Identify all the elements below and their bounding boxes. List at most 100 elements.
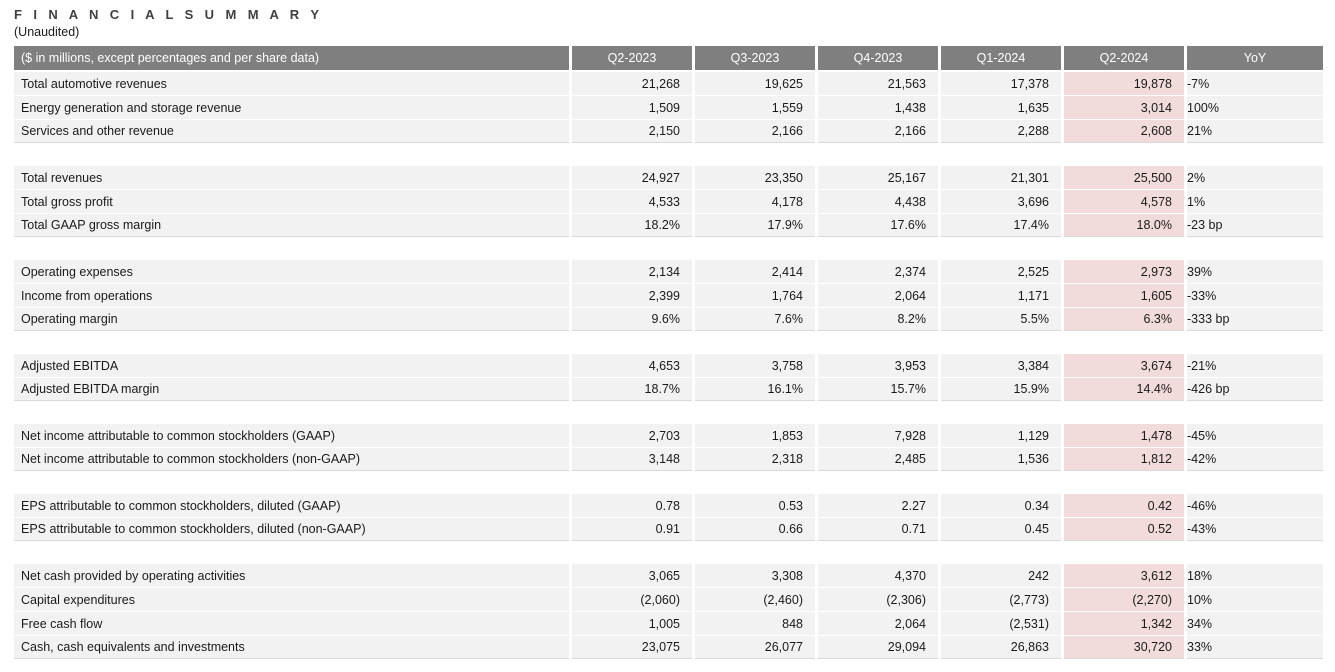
table-row: Energy generation and storage revenue 1,5…: [14, 96, 1323, 119]
group-spacer: [14, 238, 1323, 260]
table-row: Capital expenditures (2,060) (2,460) (2,306…: [14, 588, 1323, 611]
value-cell: 3,308: [695, 564, 815, 587]
row-label: Net income attributable to common stockh…: [14, 448, 569, 471]
table-header-col-q1-2024: Q1-2024: [941, 46, 1061, 70]
row-label: Net cash provided by operating activitie…: [14, 564, 569, 587]
group-spacer: [14, 144, 1323, 166]
table-row: Total GAAP gross margin 18.2% 17.9% 17.6% 17…: [14, 214, 1323, 237]
yoy-value-cell: 34%: [1187, 612, 1323, 635]
table-row: Net income attributable to common stockh…: [14, 424, 1323, 447]
value-cell: 18.7%: [572, 378, 692, 401]
value-cell: 24,927: [572, 166, 692, 189]
row-label: Capital expenditures: [14, 588, 569, 611]
value-cell: (2,773): [941, 588, 1061, 611]
yoy-value-cell: -46%: [1187, 494, 1323, 517]
yoy-value-cell: 21%: [1187, 120, 1323, 143]
table-row: EPS attributable to common stockholders,…: [14, 494, 1323, 517]
yoy-value-cell: -7%: [1187, 72, 1323, 95]
yoy-value-cell: 33%: [1187, 636, 1323, 659]
value-cell: 1,129: [941, 424, 1061, 447]
value-cell: 4,178: [695, 190, 815, 213]
value-cell: 23,350: [695, 166, 815, 189]
value-cell: 3,696: [941, 190, 1061, 213]
value-cell: 2,399: [572, 284, 692, 307]
table-row: Net cash provided by operating activitie…: [14, 564, 1323, 587]
row-label: Energy generation and storage revenue: [14, 96, 569, 119]
value-cell: 19,878: [1064, 72, 1184, 95]
value-cell: 2,166: [695, 120, 815, 143]
value-cell: 15.7%: [818, 378, 938, 401]
yoy-value-cell: 18%: [1187, 564, 1323, 587]
value-cell: 1,005: [572, 612, 692, 635]
row-label: Services and other revenue: [14, 120, 569, 143]
value-cell: 1,438: [818, 96, 938, 119]
row-label: Total revenues: [14, 166, 569, 189]
yoy-value-cell: 1%: [1187, 190, 1323, 213]
value-cell: 2,525: [941, 260, 1061, 283]
table-row: Services and other revenue 2,150 2,166 2,16…: [14, 120, 1323, 143]
yoy-value-cell: -21%: [1187, 354, 1323, 377]
value-cell: 4,578: [1064, 190, 1184, 213]
value-cell: 1,853: [695, 424, 815, 447]
value-cell: 1,342: [1064, 612, 1184, 635]
table-row: Income from operations 2,399 1,764 2,064 1,1…: [14, 284, 1323, 307]
value-cell: 1,635: [941, 96, 1061, 119]
value-cell: 29,094: [818, 636, 938, 659]
value-cell: (2,531): [941, 612, 1061, 635]
table-row: Net income attributable to common stockh…: [14, 448, 1323, 471]
value-cell: 0.34: [941, 494, 1061, 517]
table-row: Free cash flow 1,005 848 2,064 (2,531) 1,342 3…: [14, 612, 1323, 635]
value-cell: 2,064: [818, 284, 938, 307]
row-label: Adjusted EBITDA: [14, 354, 569, 377]
row-label: Operating expenses: [14, 260, 569, 283]
value-cell: 4,533: [572, 190, 692, 213]
value-cell: 16.1%: [695, 378, 815, 401]
value-cell: 7,928: [818, 424, 938, 447]
value-cell: 2,608: [1064, 120, 1184, 143]
yoy-value-cell: 39%: [1187, 260, 1323, 283]
yoy-value-cell: -43%: [1187, 518, 1323, 541]
value-cell: 25,500: [1064, 166, 1184, 189]
value-cell: 1,536: [941, 448, 1061, 471]
row-label: Total GAAP gross margin: [14, 214, 569, 237]
table-row: Adjusted EBITDA margin 18.7% 16.1% 15.7% 15.…: [14, 378, 1323, 401]
table-header-col-q2-2024: Q2-2024: [1064, 46, 1184, 70]
value-cell: 26,863: [941, 636, 1061, 659]
value-cell: 0.78: [572, 494, 692, 517]
value-cell: 2,485: [818, 448, 938, 471]
table-row: Total automotive revenues 21,268 19,625 21,…: [14, 72, 1323, 95]
value-cell: (2,460): [695, 588, 815, 611]
value-cell: 30,720: [1064, 636, 1184, 659]
value-cell: 2,703: [572, 424, 692, 447]
value-cell: 21,301: [941, 166, 1061, 189]
table-row: Total revenues 24,927 23,350 25,167 21,301 25…: [14, 166, 1323, 189]
value-cell: 1,605: [1064, 284, 1184, 307]
value-cell: 3,384: [941, 354, 1061, 377]
yoy-value-cell: 2%: [1187, 166, 1323, 189]
yoy-value-cell: -45%: [1187, 424, 1323, 447]
table-row: Operating margin 9.6% 7.6% 8.2% 5.5% 6.3% -333…: [14, 308, 1323, 331]
value-cell: 17.6%: [818, 214, 938, 237]
value-cell: 4,438: [818, 190, 938, 213]
value-cell: 14.4%: [1064, 378, 1184, 401]
group-spacer: [14, 332, 1323, 354]
financial-summary-table: ($ in millions, except percentages and p…: [14, 46, 1323, 659]
page-subtitle: (Unaudited): [14, 25, 80, 39]
value-cell: 2,973: [1064, 260, 1184, 283]
value-cell: 1,764: [695, 284, 815, 307]
value-cell: 26,077: [695, 636, 815, 659]
row-label: EPS attributable to common stockholders,…: [14, 518, 569, 541]
value-cell: (2,270): [1064, 588, 1184, 611]
value-cell: 1,509: [572, 96, 692, 119]
value-cell: 2.27: [818, 494, 938, 517]
table-row: EPS attributable to common stockholders,…: [14, 518, 1323, 541]
value-cell: 3,014: [1064, 96, 1184, 119]
value-cell: 3,612: [1064, 564, 1184, 587]
row-label: Total gross profit: [14, 190, 569, 213]
row-label: Operating margin: [14, 308, 569, 331]
value-cell: 1,171: [941, 284, 1061, 307]
value-cell: 0.53: [695, 494, 815, 517]
value-cell: 2,064: [818, 612, 938, 635]
table-header-col-q4-2023: Q4-2023: [818, 46, 938, 70]
